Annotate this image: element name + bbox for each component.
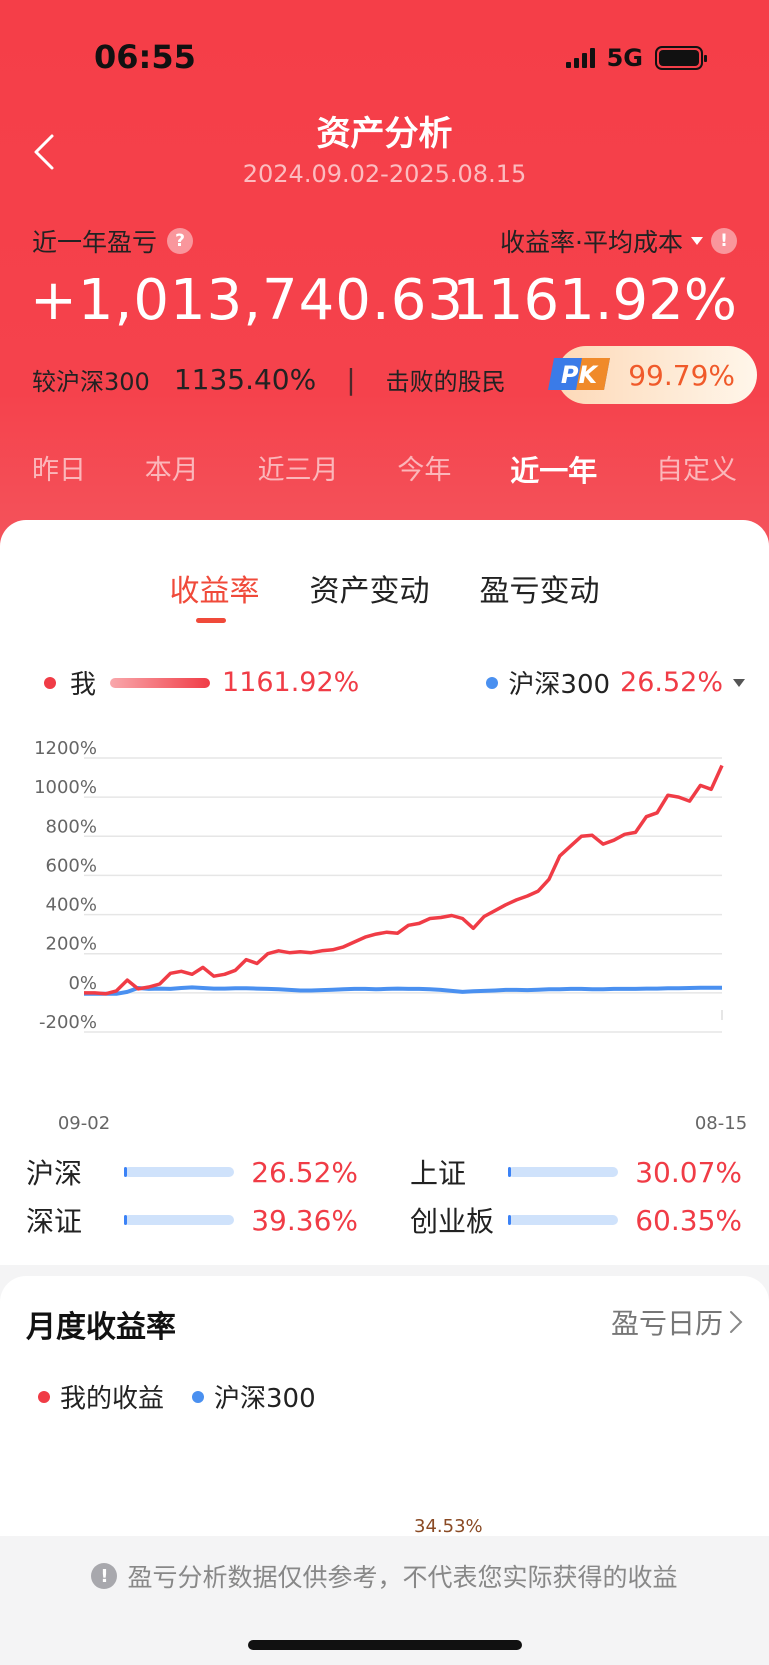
tab-this-month[interactable]: 本月 — [144, 455, 199, 486]
page-title: 资产分析 — [316, 114, 453, 154]
index-compare-cyb: 创业板 60.35% — [410, 1200, 742, 1240]
legend-index: 沪深300 — [214, 1384, 316, 1414]
legend-me: 我 1161.92% — [44, 664, 359, 701]
info-icon[interactable]: ! — [711, 228, 737, 254]
date-range: 2024.09.02-2025.08.15 — [242, 160, 527, 188]
blue-dot-icon — [192, 1390, 205, 1403]
y-tick-label: -200% — [39, 1012, 97, 1033]
svg-text:PK: PK — [561, 361, 600, 389]
compare-row: 较沪深300 1135.40% | 击败的股民 — [32, 362, 506, 397]
tab-return-rate[interactable]: 收益率 — [169, 574, 260, 609]
separator: | — [346, 363, 356, 396]
pk-icon: PK — [548, 358, 610, 390]
legend-me-value: 1161.92% — [222, 667, 360, 698]
main-tabs: 收益率 资产变动 盈亏变动 — [0, 566, 769, 610]
y-tick-label: 800% — [46, 816, 97, 837]
help-icon[interactable]: ? — [167, 228, 194, 254]
index-compare-hs: 沪深 26.52% — [26, 1152, 358, 1192]
tab-asset-change[interactable]: 资产变动 — [309, 574, 430, 609]
index-series-line — [84, 985, 723, 996]
chevron-right-icon — [730, 1311, 743, 1333]
index-name: 创业板 — [410, 1205, 495, 1238]
home-indicator[interactable] — [248, 1640, 522, 1650]
red-dot-icon — [44, 676, 56, 689]
index-name: 沪深 — [26, 1157, 83, 1190]
red-dot-icon — [38, 1390, 50, 1403]
compare-value: 1135.40% — [173, 363, 317, 396]
index-value: 39.36% — [251, 1203, 358, 1237]
network-type: 5G — [606, 44, 643, 72]
x-start-label: 09-02 — [58, 1113, 110, 1134]
chevron-left-icon — [34, 134, 54, 170]
blue-dot-icon — [486, 676, 499, 689]
rate-value: 1161.92% — [452, 268, 737, 333]
y-tick-label: 200% — [46, 934, 97, 955]
tab-custom[interactable]: 自定义 — [656, 455, 737, 486]
index-bar — [124, 1215, 234, 1225]
pnl-label: 近一年盈亏 ? — [32, 223, 194, 259]
index-compare-sz: 深证 39.36% — [26, 1200, 358, 1240]
back-button[interactable] — [26, 130, 62, 174]
status-time: 06:55 — [94, 38, 196, 76]
disclaimer: ! 盈亏分析数据仅供参考，不代表您实际获得的收益 — [0, 1558, 769, 1594]
legend-me-label: 我 — [70, 670, 97, 700]
caret-down-icon — [733, 678, 745, 687]
index-bar — [508, 1215, 618, 1225]
pnl-value: +1,013,740.63 — [30, 268, 464, 333]
pnl-calendar-link[interactable]: 盈亏日历 — [611, 1302, 743, 1342]
legend-index-label: 沪深300 — [508, 670, 611, 700]
tab-yesterday[interactable]: 昨日 — [32, 455, 86, 486]
status-bar-right: 5G — [565, 44, 707, 72]
index-name: 深证 — [26, 1205, 83, 1238]
legend-me-bar — [110, 677, 211, 688]
pnl-calendar-label: 盈亏日历 — [610, 1307, 723, 1340]
return-chart: 1200%1000%800%600%400%200%0%-200% 09-02 … — [34, 738, 747, 1134]
y-tick-label: 1200% — [34, 738, 97, 759]
monthly-legend: 我的收益 沪深300 — [38, 1378, 316, 1415]
legend-index-selector[interactable]: 沪深300 26.52% — [486, 664, 745, 701]
y-tick-label: 400% — [46, 895, 97, 916]
signal-icon — [565, 48, 595, 68]
index-bar — [124, 1167, 234, 1177]
return-card — [0, 520, 769, 1265]
beat-label: 击败的股民 — [385, 368, 506, 396]
index-bar — [508, 1167, 618, 1177]
index-value: 60.35% — [635, 1203, 742, 1237]
tab-pnl-change[interactable]: 盈亏变动 — [479, 574, 600, 609]
index-value: 26.52% — [251, 1155, 358, 1189]
warning-icon: ! — [91, 1563, 118, 1589]
y-tick-label: 1000% — [34, 777, 97, 798]
battery-icon — [655, 46, 707, 70]
legend-index-value: 26.52% — [620, 667, 723, 698]
tab-last-3-months[interactable]: 近三月 — [257, 455, 339, 486]
rate-type-selector[interactable]: 收益率·平均成本 ! — [500, 223, 737, 259]
tab-this-year[interactable]: 今年 — [397, 455, 452, 486]
tab-last-year[interactable]: 近一年 — [510, 454, 598, 488]
y-tick-label: 0% — [68, 973, 97, 994]
index-value: 30.07% — [635, 1155, 742, 1189]
beat-value: 99.79% — [628, 358, 735, 392]
monthly-title: 月度收益率 — [26, 1310, 176, 1345]
header — [0, 0, 769, 560]
legend-my-return: 我的收益 — [60, 1384, 165, 1414]
monthly-peak-label: 34.53% — [414, 1516, 483, 1537]
pnl-label-text: 近一年盈亏 — [32, 228, 158, 257]
rate-label-text: 收益率·平均成本 — [500, 228, 683, 257]
me-series-line — [84, 764, 724, 996]
compare-label: 较沪深300 — [32, 368, 150, 396]
disclaimer-text: 盈亏分析数据仅供参考，不代表您实际获得的收益 — [127, 1563, 678, 1592]
index-compare-sh: 上证 30.07% — [410, 1152, 742, 1192]
index-name: 上证 — [410, 1157, 467, 1190]
x-end-label: 08-15 — [695, 1113, 747, 1134]
active-tab-indicator — [196, 618, 226, 623]
caret-down-icon — [691, 237, 703, 245]
period-tabs: 昨日 本月 近三月 今年 近一年 自定义 — [0, 448, 769, 490]
y-tick-label: 600% — [46, 855, 97, 876]
